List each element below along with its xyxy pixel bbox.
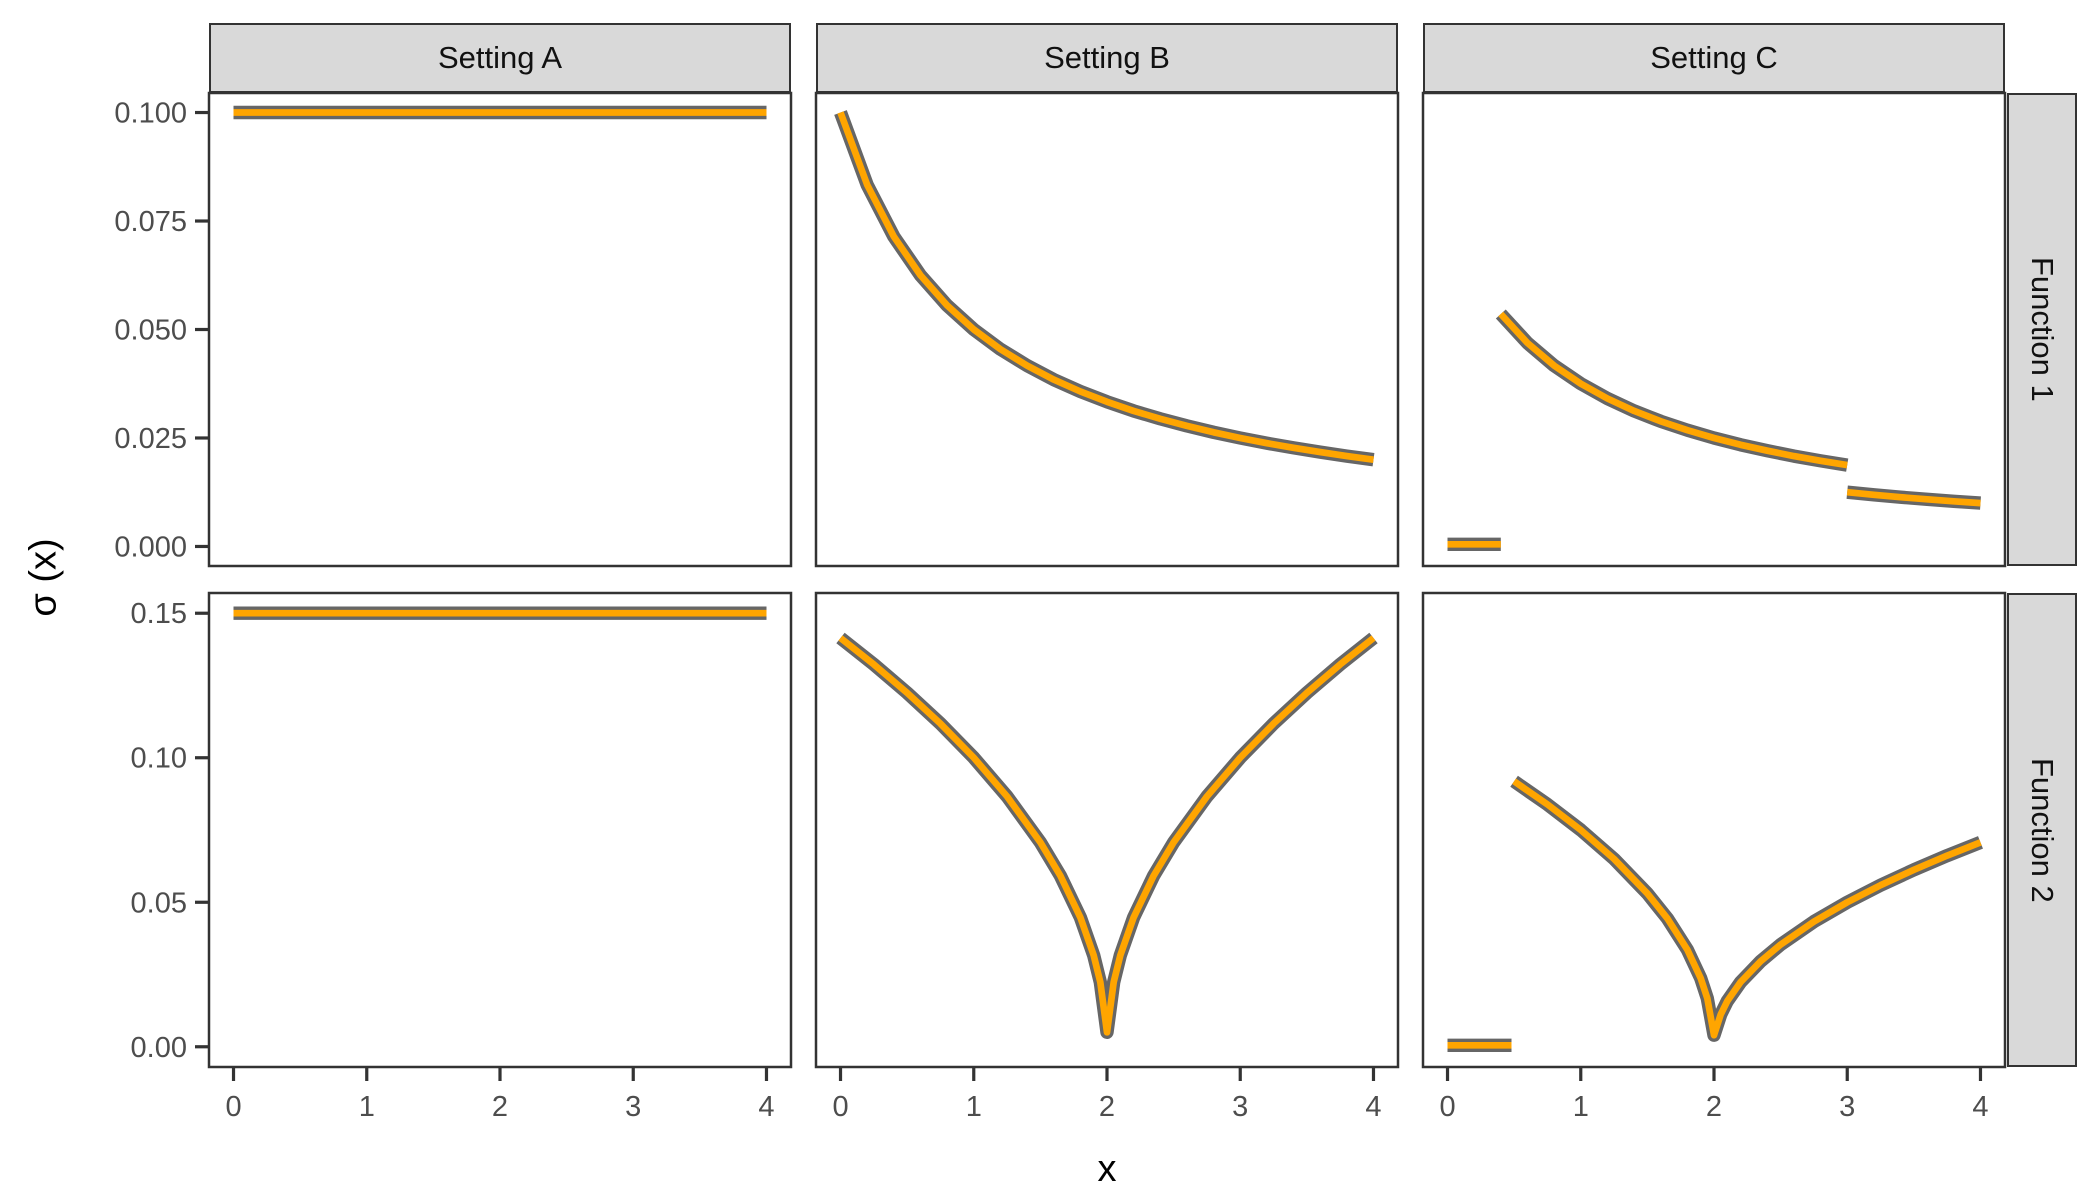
sigma-curve <box>837 111 1374 464</box>
x-tick-label: 4 <box>1972 1091 1988 1123</box>
facet-strip-label: Setting B <box>1044 40 1170 75</box>
facet-strip-setting-c: Setting C <box>1423 23 2005 93</box>
sigma-curve <box>1846 488 1981 507</box>
x-tick-label: 0 <box>225 1091 241 1123</box>
facet-strip-setting-a: Setting A <box>209 23 791 93</box>
x-tick-label: 0 <box>832 1091 848 1123</box>
sigma-curve <box>1498 311 1848 469</box>
y-tick-label: 0.025 <box>114 423 187 455</box>
sigma-curve <box>838 635 1376 1036</box>
x-tick-label: 3 <box>1839 1091 1855 1123</box>
y-tick-label: 0.050 <box>114 315 187 347</box>
x-tick-label: 4 <box>1365 1091 1381 1123</box>
y-tick-label: 0.15 <box>131 598 187 630</box>
panel-curves-setting-c-function-1 <box>1447 309 1981 551</box>
panel-border <box>1421 91 2007 568</box>
facet-strip-label: Function 1 <box>2025 257 2060 402</box>
x-tick-label: 2 <box>1099 1091 1115 1123</box>
panel-curves-setting-b-function-2 <box>836 632 1378 1039</box>
facet-strip-function-1: Function 1 <box>2007 93 2077 566</box>
facet-strip-setting-b: Setting B <box>816 23 1398 93</box>
x-tick-label: 1 <box>359 1091 375 1123</box>
panel-background <box>1423 593 2005 1067</box>
facet-strip-function-2: Function 2 <box>2007 593 2077 1067</box>
panel-background <box>209 93 791 566</box>
y-tick-label: 0.00 <box>131 1032 187 1064</box>
sigma-curve <box>1512 778 1982 1039</box>
facet-strip-label: Setting A <box>437 40 563 75</box>
x-tick-label: 3 <box>625 1091 641 1123</box>
x-axis-title: x <box>1097 1148 1117 1190</box>
y-tick-label: 0.000 <box>114 531 187 563</box>
panel-border <box>814 91 1400 568</box>
x-tick-label: 4 <box>758 1091 774 1123</box>
y-tick-label: 0.10 <box>131 743 187 775</box>
y-tick-label: 0.100 <box>114 98 187 130</box>
x-tick-label: 1 <box>966 1091 982 1123</box>
y-axis-title: σ (x) <box>22 538 65 617</box>
x-tick-label: 1 <box>1573 1091 1589 1123</box>
y-tick-label: 0.075 <box>114 206 187 238</box>
facet-strip-label: Setting C <box>1650 40 1778 75</box>
y-tick-label: 0.05 <box>131 887 187 919</box>
panel-background <box>816 93 1398 566</box>
facet-strip-label: Function 2 <box>2025 757 2060 903</box>
x-tick-label: 2 <box>492 1091 508 1123</box>
panel-curves-setting-c-function-2 <box>1447 775 1983 1052</box>
panel-curves-setting-b-function-1 <box>834 110 1375 467</box>
panel-background <box>209 593 791 1067</box>
x-tick-label: 3 <box>1232 1091 1248 1123</box>
x-tick-label: 0 <box>1439 1091 1455 1123</box>
x-tick-label: 2 <box>1706 1091 1722 1123</box>
